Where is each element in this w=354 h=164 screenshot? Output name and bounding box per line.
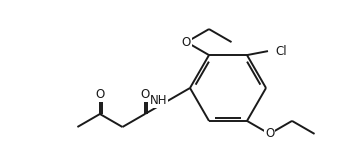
Text: O: O [182,36,191,49]
Text: Cl: Cl [275,45,287,58]
Text: O: O [140,88,150,101]
Text: O: O [265,127,274,140]
Text: NH: NH [150,94,167,107]
Text: O: O [95,88,104,101]
